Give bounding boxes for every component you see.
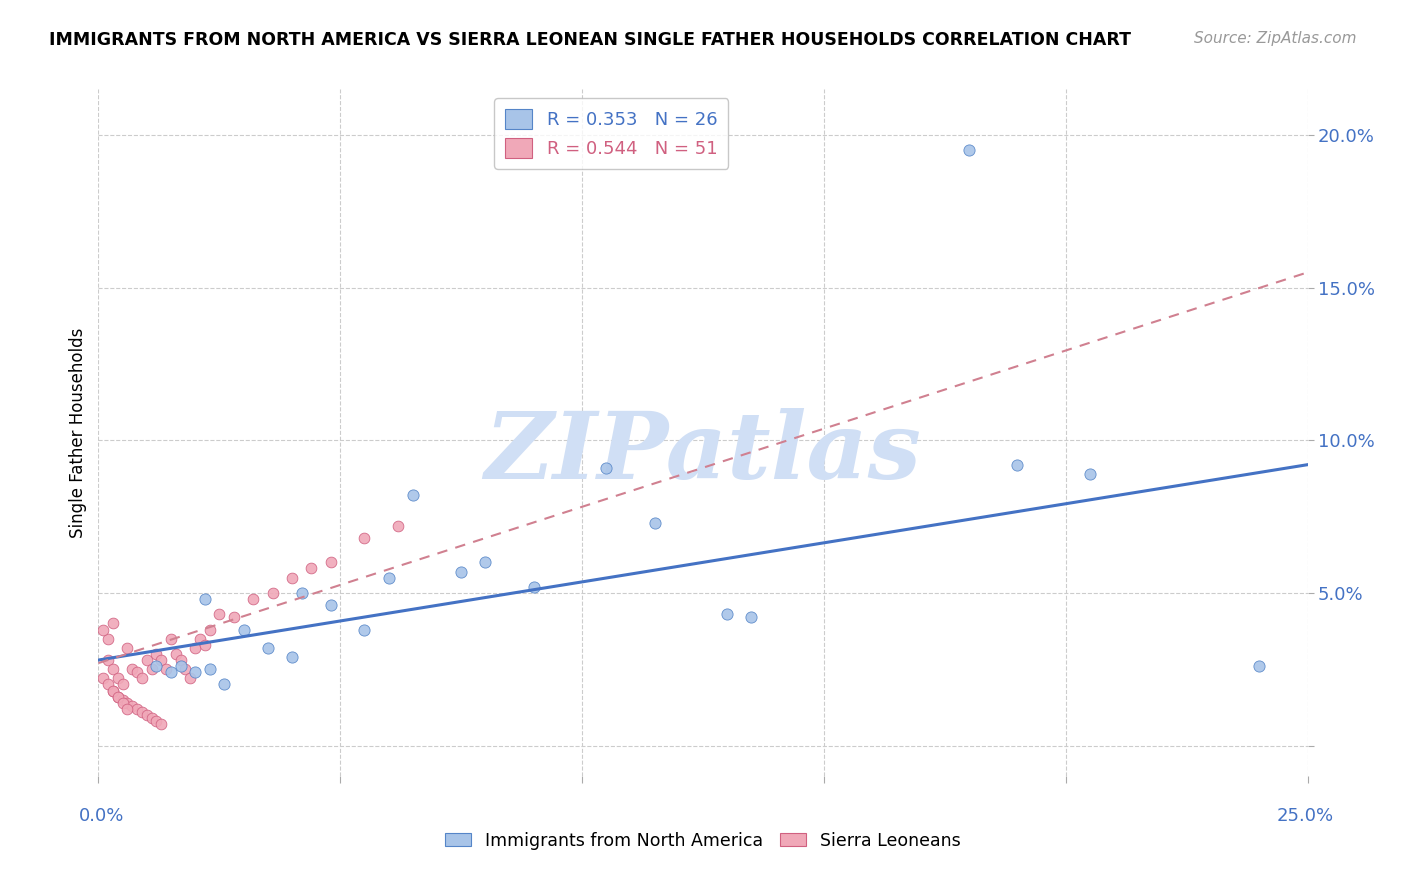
Point [957,143,980,157]
Point [256,640,278,655]
Point [131,671,153,685]
Point [474,555,496,569]
Point [188,632,211,646]
Point [111,677,134,691]
Point [155,662,177,676]
Point [740,610,762,624]
Point [319,598,342,612]
Point [141,662,163,676]
Point [101,616,124,631]
Point [184,665,207,680]
Point [107,690,129,704]
Point [169,653,191,667]
Point [127,665,149,680]
Point [319,555,342,569]
Point [121,662,143,676]
Point [290,586,312,600]
Point [402,488,425,502]
Point [150,653,173,667]
Point [1007,458,1029,472]
Y-axis label: Single Father Households: Single Father Households [69,327,87,538]
Point [1078,467,1101,481]
Point [97,677,120,691]
Text: ZIPatlas: ZIPatlas [485,409,921,499]
Text: IMMIGRANTS FROM NORTH AMERICA VS SIERRA LEONEAN SINGLE FATHER HOUSEHOLDS CORRELA: IMMIGRANTS FROM NORTH AMERICA VS SIERRA … [49,31,1132,49]
Point [208,607,231,622]
Point [150,717,173,731]
Point [169,659,191,673]
Point [145,659,167,673]
Point [222,610,245,624]
Point [111,696,134,710]
Text: 0.0%: 0.0% [79,807,124,825]
Point [117,640,139,655]
Point [353,531,375,545]
Point [387,518,409,533]
Point [194,638,217,652]
Point [179,671,201,685]
Point [299,561,322,575]
Point [716,607,738,622]
Point [107,690,129,704]
Point [174,662,197,676]
Point [212,677,235,691]
Point [198,623,221,637]
Point [145,714,167,728]
Point [107,671,129,685]
Point [135,653,157,667]
Point [1249,659,1271,673]
Point [523,580,546,594]
Point [242,592,264,607]
Point [117,702,139,716]
Point [121,698,143,713]
Point [135,708,157,723]
Point [127,702,149,716]
Text: 25.0%: 25.0% [1277,807,1333,825]
Point [194,592,217,607]
Point [97,632,120,646]
Point [165,647,187,661]
Point [97,653,120,667]
Point [198,662,221,676]
Point [101,662,124,676]
Point [262,586,284,600]
Point [281,650,304,665]
Point [145,647,167,661]
Point [101,683,124,698]
Point [184,640,207,655]
Point [160,632,183,646]
Point [232,623,254,637]
Point [160,665,183,680]
Point [141,711,163,725]
Point [117,696,139,710]
Point [450,565,472,579]
Point [111,692,134,706]
Point [281,571,304,585]
Point [377,571,399,585]
Point [131,705,153,719]
Point [91,623,114,637]
Legend: Immigrants from North America, Sierra Leoneans: Immigrants from North America, Sierra Le… [439,825,967,856]
Text: Source: ZipAtlas.com: Source: ZipAtlas.com [1194,31,1357,46]
Point [595,460,617,475]
Point [353,623,375,637]
Point [91,671,114,685]
Legend: R = 0.353   N = 26, R = 0.544   N = 51: R = 0.353 N = 26, R = 0.544 N = 51 [495,98,728,169]
Point [644,516,666,530]
Point [101,683,124,698]
